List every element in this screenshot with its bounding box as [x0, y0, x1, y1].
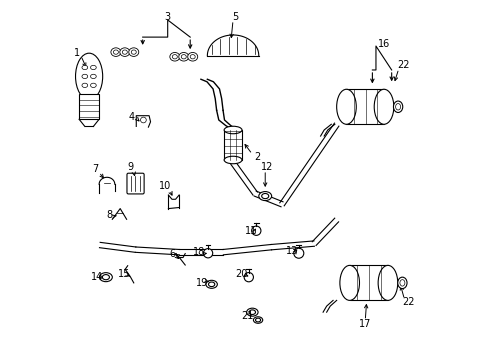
- Ellipse shape: [208, 282, 214, 287]
- Text: 22: 22: [396, 60, 409, 70]
- Ellipse shape: [90, 74, 96, 78]
- Text: 1: 1: [73, 48, 80, 58]
- Ellipse shape: [169, 53, 180, 61]
- Ellipse shape: [140, 117, 146, 123]
- Text: 4: 4: [129, 112, 135, 122]
- FancyBboxPatch shape: [127, 173, 144, 194]
- Text: 15: 15: [117, 269, 130, 279]
- Ellipse shape: [255, 318, 260, 322]
- Ellipse shape: [224, 156, 242, 164]
- Ellipse shape: [339, 265, 359, 300]
- Ellipse shape: [113, 50, 118, 54]
- Text: 17: 17: [358, 319, 371, 329]
- Text: 2: 2: [253, 152, 260, 162]
- Text: 3: 3: [164, 13, 170, 22]
- Bar: [79, 94, 99, 119]
- Ellipse shape: [179, 53, 188, 61]
- Ellipse shape: [181, 55, 186, 59]
- Ellipse shape: [131, 50, 136, 54]
- Ellipse shape: [102, 275, 109, 280]
- Ellipse shape: [377, 265, 397, 300]
- Text: 12: 12: [260, 162, 272, 172]
- Ellipse shape: [246, 308, 258, 316]
- Text: 18: 18: [192, 247, 204, 257]
- Ellipse shape: [82, 83, 87, 87]
- Text: 11: 11: [244, 226, 257, 236]
- Ellipse shape: [293, 248, 303, 258]
- Bar: [346, 89, 383, 124]
- Ellipse shape: [187, 53, 197, 61]
- Ellipse shape: [203, 249, 212, 258]
- Text: 9: 9: [127, 162, 134, 172]
- Text: 14: 14: [91, 272, 103, 282]
- Ellipse shape: [111, 48, 121, 57]
- Ellipse shape: [249, 310, 255, 314]
- Ellipse shape: [261, 194, 268, 199]
- Ellipse shape: [395, 104, 400, 110]
- Text: 19: 19: [196, 278, 208, 288]
- Bar: [349, 265, 387, 300]
- Ellipse shape: [373, 89, 393, 124]
- Ellipse shape: [399, 280, 404, 286]
- Bar: [224, 130, 242, 160]
- Text: 16: 16: [378, 39, 390, 49]
- Ellipse shape: [122, 50, 127, 54]
- Text: 13: 13: [285, 246, 297, 256]
- Ellipse shape: [205, 280, 217, 288]
- Ellipse shape: [99, 273, 112, 282]
- Text: 22: 22: [401, 297, 413, 307]
- Text: 5: 5: [232, 13, 238, 22]
- Ellipse shape: [397, 277, 406, 289]
- Ellipse shape: [82, 74, 87, 78]
- Text: 7: 7: [92, 164, 98, 174]
- Text: 6: 6: [169, 249, 175, 259]
- Ellipse shape: [393, 101, 402, 112]
- Ellipse shape: [128, 48, 139, 57]
- Ellipse shape: [90, 65, 96, 69]
- Ellipse shape: [251, 226, 261, 235]
- Ellipse shape: [172, 55, 177, 59]
- Ellipse shape: [258, 192, 271, 201]
- Ellipse shape: [253, 317, 262, 323]
- Text: 20: 20: [235, 269, 247, 279]
- Ellipse shape: [120, 48, 130, 57]
- Text: 8: 8: [106, 210, 112, 220]
- Ellipse shape: [336, 89, 356, 124]
- Text: 10: 10: [159, 181, 171, 192]
- Ellipse shape: [224, 126, 242, 134]
- Ellipse shape: [244, 273, 253, 282]
- Ellipse shape: [190, 55, 195, 59]
- Ellipse shape: [82, 65, 87, 69]
- Ellipse shape: [90, 83, 96, 87]
- Ellipse shape: [75, 53, 102, 100]
- Text: 21: 21: [241, 311, 253, 321]
